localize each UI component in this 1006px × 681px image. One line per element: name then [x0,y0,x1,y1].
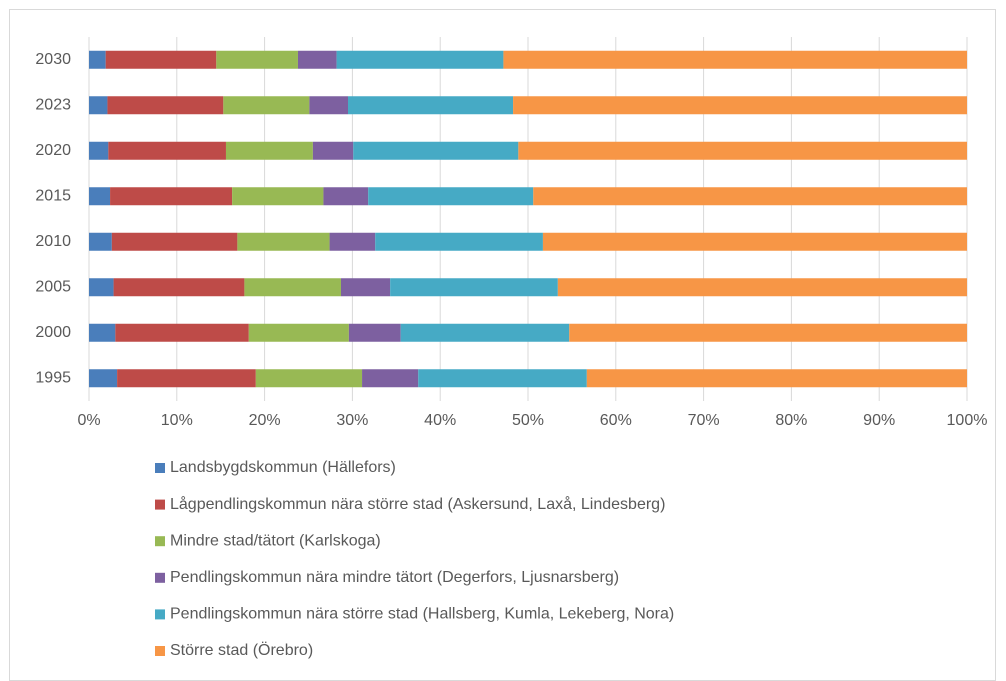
bar-segment [503,50,967,69]
bar-segment [237,232,330,251]
bar-segment [89,141,109,160]
x-tick-label: 10% [161,412,193,429]
bar-segment [329,232,376,251]
bar-segment [108,141,226,160]
bar-segment [375,232,543,251]
legend-label: Större stad (Örebro) [170,641,313,659]
bar-segment [336,50,504,69]
bar-segment [111,232,238,251]
x-tick-label: 0% [77,412,100,429]
x-tick-label: 30% [336,412,368,429]
legend-swatch [155,499,165,510]
bar-segment [569,323,967,342]
bar-segment [225,141,313,160]
legend-swatch [155,609,165,620]
bar-segment [89,323,116,342]
bar-segment [348,323,401,342]
bar-segment [312,141,354,160]
bar-segment [113,278,245,297]
bar-segment [255,369,363,388]
y-tick-label: 2015 [35,187,71,204]
bar-segment [244,278,341,297]
bar-segment [107,96,224,115]
x-tick-label: 50% [512,412,544,429]
legend-label: Pendlingskommun nära mindre tätort (Dege… [170,569,619,586]
bar-segment [586,369,967,388]
bar-segment [368,187,534,206]
bar-segment [518,141,967,160]
legend-label: Pendlingskommun nära större stad (Hallsb… [170,606,674,623]
y-tick-label: 2030 [35,51,71,68]
bar-segment [340,278,391,297]
bar-segment [89,96,108,115]
y-tick-label: 2020 [35,142,71,159]
bar-segment [248,323,349,342]
y-tick-label: 2000 [35,324,71,341]
bar-segment [400,323,570,342]
x-tick-label: 40% [424,412,456,429]
bar-segment [105,50,217,69]
x-tick-label: 20% [249,412,281,429]
x-tick-label: 80% [775,412,807,429]
bar-segment [297,50,337,69]
y-tick-label: 2010 [35,233,71,250]
bar-segment [348,96,514,115]
legend-label: Mindre stad/tätort (Karlskoga) [170,532,381,549]
x-tick-label: 100% [947,412,988,429]
y-tick-label: 2005 [35,278,71,295]
bar-segment [557,278,967,297]
bar-segment [362,369,419,388]
bar-segment [89,369,118,388]
bar-segment [115,323,249,342]
bar-segment [89,232,112,251]
bar-segment [89,50,106,69]
bar-segment [110,187,233,206]
bar-segment [513,96,967,115]
chart-frame [9,9,996,681]
bar-segment [117,369,256,388]
bar-segment [223,96,310,115]
bar-segment [323,187,369,206]
bar-segment [89,187,111,206]
legend-swatch [155,572,165,583]
legend-label: Landsbygdskommun (Hällefors) [170,459,396,476]
bar-segment [216,50,298,69]
bar-segment [353,141,519,160]
y-tick-label: 2023 [35,96,71,113]
bar-segment [89,278,114,297]
y-tick-label: 1995 [35,369,71,386]
x-tick-label: 70% [688,412,720,429]
bar-segment [309,96,349,115]
legend-swatch [155,536,165,547]
bar-segment [232,187,324,206]
bar-segment [418,369,587,388]
legend-label: Lågpendlingskommun nära större stad (Ask… [170,495,665,513]
x-tick-label: 90% [863,412,895,429]
bar-segment [542,232,967,251]
legend-swatch [155,646,165,656]
x-tick-label: 60% [600,412,632,429]
legend-swatch [155,463,165,473]
bar-segment [533,187,967,206]
bar-segment [390,278,558,297]
